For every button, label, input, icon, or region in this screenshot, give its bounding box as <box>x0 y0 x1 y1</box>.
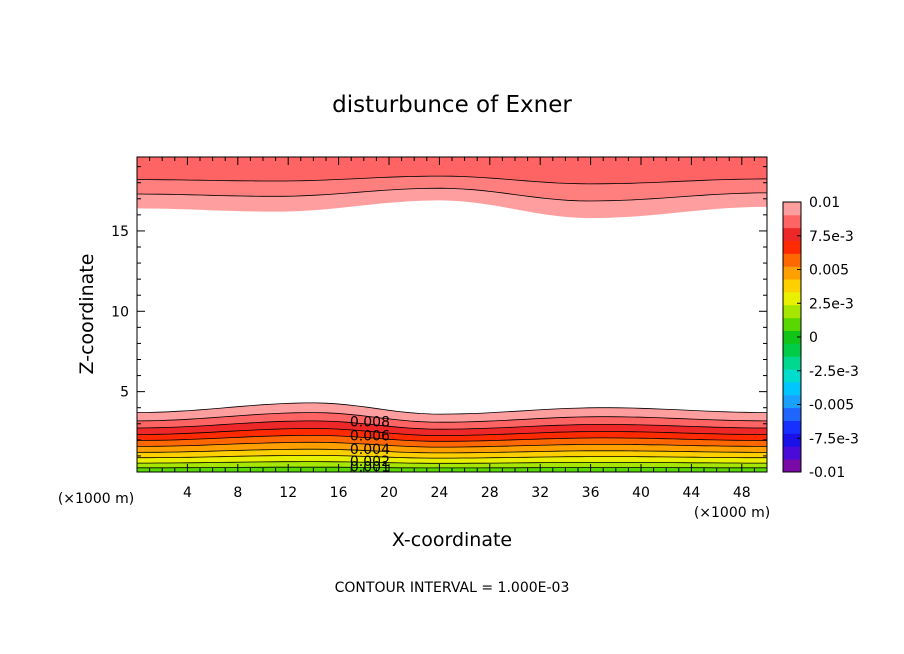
contour-line <box>137 402 767 415</box>
colorbar-label: -0.005 <box>809 398 854 414</box>
colorbar-label: -7.5e-3 <box>809 431 859 447</box>
contour-interval-note: CONTOUR INTERVAL = 1.000E-03 <box>335 580 570 596</box>
contour-fill-band <box>137 442 767 453</box>
chart-title: disturbunce of Exner <box>332 92 572 118</box>
contour-fill-band <box>137 188 767 219</box>
y-tick-label: 10 <box>111 304 129 320</box>
colorbar-swatch <box>783 266 801 280</box>
contour-line <box>136 412 768 423</box>
contour-line <box>137 455 767 459</box>
contour-label: 0.006 <box>350 429 390 445</box>
colorbar-label: 7.5e-3 <box>809 229 854 245</box>
colorbar-swatch <box>783 227 801 241</box>
y-tick-label: 5 <box>120 385 129 401</box>
colorbar-swatch <box>783 407 801 421</box>
x-tick-label: 44 <box>682 485 700 501</box>
contour-line <box>136 448 767 454</box>
colorbar-label: 0 <box>809 330 818 346</box>
x-tick-label: 24 <box>430 485 448 501</box>
x-tick-label: 48 <box>733 485 751 501</box>
y-axis-label: Z-coordinate <box>76 254 98 375</box>
x-tick-label: 12 <box>279 485 297 501</box>
contour-line <box>137 428 767 436</box>
x-unit-label-left: (×1000 m) <box>58 491 134 507</box>
contour-fill-band <box>137 449 767 459</box>
contour-fill-band <box>137 176 767 201</box>
x-tick-label: 16 <box>330 485 348 501</box>
colorbar-label: 0.01 <box>809 195 840 211</box>
colorbar-swatch <box>783 240 801 254</box>
colorbar-swatch <box>783 317 801 331</box>
colorbar-swatch <box>783 304 801 319</box>
contour-label: 0.001 <box>350 459 390 475</box>
contour-line <box>136 420 767 430</box>
colorbar-label: 0.005 <box>809 263 849 279</box>
y-tick-label: 15 <box>111 224 129 240</box>
colorbar: 0.01 7.5e-3 0.005 2.5e-3 0 -2.5e-3 -0.005 -7.5e… <box>782 195 859 481</box>
x-tick-label: 8 <box>233 485 242 501</box>
colorbar-label: 2.5e-3 <box>809 296 854 312</box>
contour-label: 0.004 <box>350 442 390 458</box>
contour-line <box>137 466 767 469</box>
contour-line <box>137 461 767 464</box>
colorbar-swatch <box>783 369 801 383</box>
contour-label: 0.008 <box>350 415 390 431</box>
contour-label: 0.002 <box>350 454 390 470</box>
x-axis-label: X-coordinate <box>392 529 512 551</box>
contour-line <box>137 175 768 185</box>
colorbar-swatch <box>783 292 801 306</box>
plot-area <box>136 157 768 472</box>
colorbar-label: -0.01 <box>809 465 845 481</box>
contour-line <box>136 187 767 202</box>
x-tick-label: 36 <box>582 485 600 501</box>
contour-line <box>136 435 767 442</box>
colorbar-swatch <box>783 433 801 447</box>
x-tick-label: 40 <box>632 485 650 501</box>
contour-fill-band <box>137 157 767 184</box>
colorbar-swatch <box>783 279 801 293</box>
colorbar-swatch <box>783 446 801 460</box>
x-unit-label-right: (×1000 m) <box>694 505 770 521</box>
colorbar-swatch <box>783 382 801 396</box>
contour-line <box>137 441 767 448</box>
colorbar-swatch <box>783 459 801 473</box>
colorbar-swatch <box>783 202 801 216</box>
x-tick-label: 32 <box>531 485 549 501</box>
colorbar-swatch <box>783 356 801 370</box>
contour-fill-band <box>137 461 767 468</box>
colorbar-swatch <box>783 330 801 344</box>
x-tick-label: 20 <box>380 485 398 501</box>
colorbar-label: -2.5e-3 <box>809 364 859 380</box>
colorbar-swatch <box>783 420 801 434</box>
colorbar-swatch <box>783 253 801 267</box>
x-tick-label: 28 <box>481 485 499 501</box>
colorbar-swatch <box>783 343 801 357</box>
colorbar-swatch <box>783 214 801 229</box>
x-tick-label: 4 <box>183 485 192 501</box>
colorbar-swatch <box>783 394 801 409</box>
